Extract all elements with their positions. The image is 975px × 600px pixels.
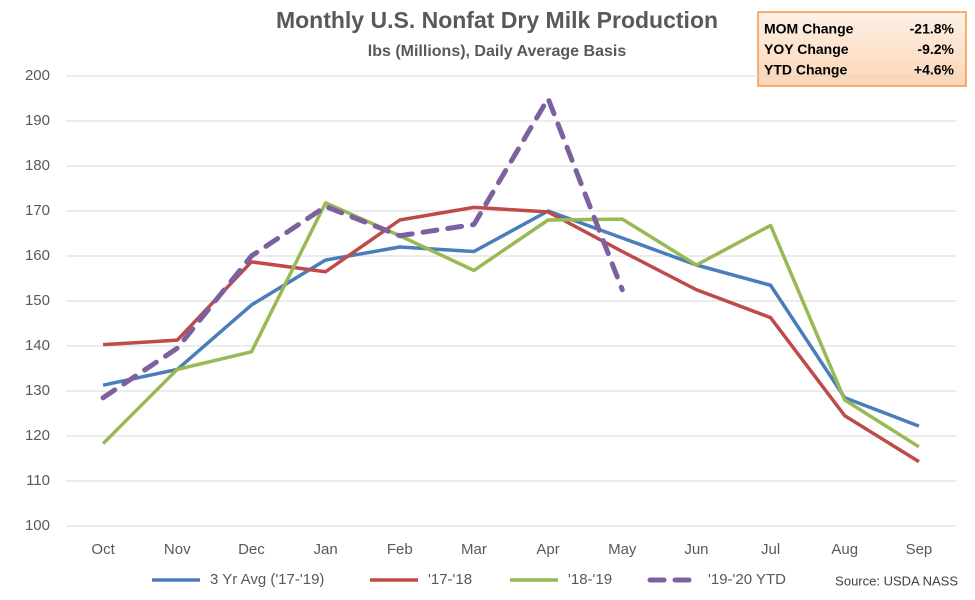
chart-subtitle: lbs (Millions), Daily Average Basis [368, 43, 627, 60]
legend-label: '17-'18 [428, 571, 472, 588]
x-tick-label: Mar [461, 541, 487, 558]
series-line [101, 201, 920, 449]
y-tick-label: 160 [25, 247, 50, 264]
y-tick-label: 140 [25, 337, 50, 354]
legend-label: '18-'19 [568, 571, 612, 588]
series-line [102, 209, 920, 428]
stats-value: -9.2% [917, 41, 954, 57]
x-tick-label: Sep [906, 541, 933, 558]
legend-label: '19-'20 YTD [708, 571, 786, 588]
x-tick-label: Apr [536, 541, 559, 558]
x-tick-label: Dec [238, 541, 265, 558]
y-tick-label: 180 [25, 157, 50, 174]
y-tick-label: 100 [25, 517, 50, 534]
y-tick-label: 170 [25, 202, 50, 219]
x-tick-label: Feb [387, 541, 413, 558]
chart-title: Monthly U.S. Nonfat Dry Milk Production [276, 7, 718, 33]
x-tick-label: May [608, 541, 637, 558]
y-tick-label: 150 [25, 292, 50, 309]
y-tick-label: 200 [25, 67, 50, 84]
series-line [100, 96, 625, 401]
stats-label: MOM Change [764, 21, 854, 37]
x-tick-label: Jul [761, 541, 780, 558]
x-tick-label: Oct [91, 541, 115, 558]
y-tick-label: 190 [25, 112, 50, 129]
y-tick-label: 120 [25, 427, 50, 444]
stats-value: -21.8% [910, 21, 955, 37]
y-tick-label: 110 [26, 472, 50, 489]
stats-value: +4.6% [914, 62, 955, 78]
stats-label: YTD Change [764, 62, 847, 78]
x-tick-label: Aug [831, 541, 858, 558]
x-tick-label: Jan [313, 541, 337, 558]
stats-label: YOY Change [764, 41, 849, 57]
x-tick-label: Nov [164, 541, 191, 558]
y-tick-label: 130 [25, 382, 50, 399]
source: Source: USDA NASS [835, 573, 958, 588]
stats-box [757, 11, 967, 87]
x-tick-label: Jun [684, 541, 708, 558]
legend-label: 3 Yr Avg ('17-'19) [210, 571, 324, 588]
